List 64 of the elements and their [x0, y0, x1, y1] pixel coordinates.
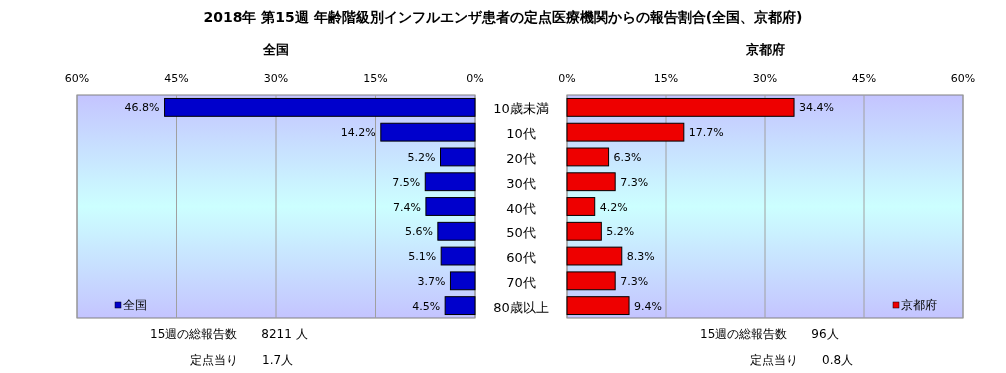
bar: [566, 246, 623, 266]
chart-subtitle: 全国: [262, 42, 289, 57]
data-label: 34.4%: [799, 101, 834, 115]
text: 15週の総報告数 96人: [700, 327, 839, 341]
data-label: 5.1%: [408, 250, 437, 264]
data-label: 14.2%: [340, 126, 376, 140]
y-tick-label: 10代: [506, 126, 536, 142]
data-label: 4.5%: [412, 299, 441, 313]
bar: [449, 271, 476, 291]
data-label: 3.7%: [417, 274, 446, 288]
x-tick-label: 0%: [558, 72, 576, 85]
y-tick-label: 80歳以上: [493, 299, 549, 315]
data-label: 7.5%: [392, 175, 421, 189]
data-label: 6.3%: [613, 150, 642, 164]
data-label: 8.3%: [626, 250, 655, 264]
bar: [566, 122, 685, 142]
data-label: 9.4%: [634, 299, 662, 313]
y-tick-label: 10歳未満: [493, 101, 549, 117]
data-label: 46.8%: [124, 101, 160, 115]
data-label: 5.2%: [407, 150, 436, 164]
x-tick-label: 30%: [263, 72, 289, 85]
bar: [380, 122, 476, 142]
bar: [566, 147, 610, 167]
x-tick-label: 30%: [752, 72, 778, 85]
bar: [444, 296, 476, 316]
data-label: 7.3%: [620, 175, 649, 189]
y-tick-label: 20代: [506, 150, 536, 166]
y-tick-label: 40代: [506, 200, 536, 216]
data-label: 4.2%: [599, 200, 628, 214]
bar: [440, 147, 476, 167]
legend-label: 全国: [123, 298, 147, 312]
chart-subtitle: 京都府: [744, 42, 785, 57]
bar: [566, 271, 616, 291]
y-tick-label: 70代: [506, 274, 536, 290]
bar: [566, 197, 596, 216]
x-tick-label: 45%: [851, 72, 877, 85]
y-tick-label: 60代: [506, 250, 536, 266]
text: 2018年 第15週 年齢階級別インフルエンザ患者の定点医療機関からの報告割合(全国、京都府): [203, 9, 803, 25]
y-tick-label: 50代: [506, 225, 536, 241]
bar: [164, 97, 476, 117]
bar: [437, 221, 476, 241]
text: 定点当り 0.8人: [750, 353, 854, 367]
text: 定点当り 1.7人: [190, 353, 294, 367]
bar: [566, 97, 795, 117]
x-tick-label: 0%: [466, 72, 484, 85]
data-label: 17.7%: [688, 126, 724, 140]
x-tick-label: 60%: [64, 72, 90, 85]
x-tick-label: 45%: [164, 72, 189, 85]
data-label: 7.4%: [392, 200, 421, 214]
bar: [440, 246, 476, 266]
y-tick-label: 30代: [506, 175, 536, 191]
bar: [424, 172, 476, 192]
data-label: 5.2%: [606, 225, 635, 239]
bar: [566, 296, 630, 316]
bar: [566, 172, 616, 192]
legend-label: 京都府: [901, 298, 937, 312]
data-label: 7.3%: [620, 274, 649, 288]
x-tick-label: 15%: [363, 72, 388, 85]
text: 15週の総報告数 8211 人: [150, 327, 308, 341]
x-tick-label: 60%: [950, 72, 976, 85]
data-label: 5.6%: [404, 225, 433, 239]
bar: [425, 197, 476, 216]
bar: [566, 221, 602, 241]
x-tick-label: 15%: [653, 72, 679, 85]
